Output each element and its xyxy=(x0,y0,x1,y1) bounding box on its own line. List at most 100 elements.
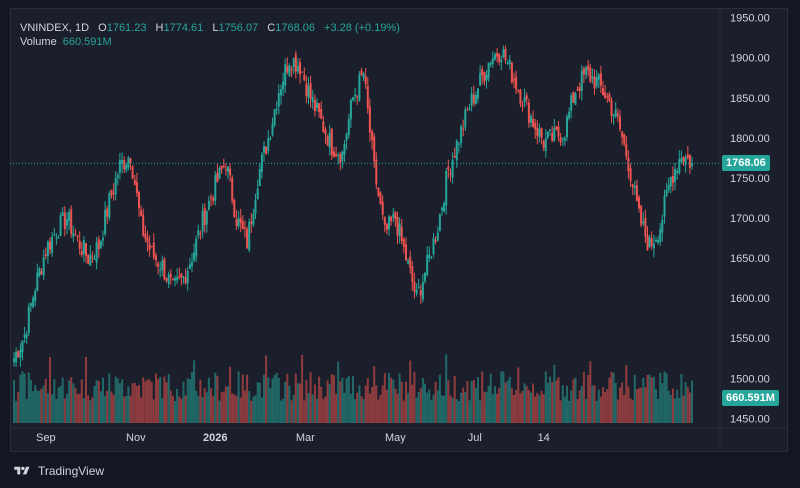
candle-body[interactable] xyxy=(405,244,407,261)
candle-body[interactable] xyxy=(504,49,507,61)
candle-body[interactable] xyxy=(127,157,130,168)
candle-body[interactable] xyxy=(25,334,28,338)
candle-body[interactable] xyxy=(650,238,653,246)
candle-body[interactable] xyxy=(496,53,499,57)
candle-body[interactable] xyxy=(430,257,433,259)
candle-body[interactable] xyxy=(91,256,94,258)
candle-body[interactable] xyxy=(364,76,367,84)
candle-body[interactable] xyxy=(163,258,166,280)
candle-body[interactable] xyxy=(398,223,401,236)
candle-body[interactable] xyxy=(659,229,662,243)
candle-body[interactable] xyxy=(468,108,471,110)
candle-body[interactable] xyxy=(341,151,344,161)
candle-body[interactable] xyxy=(676,171,679,174)
candle-body[interactable] xyxy=(557,126,560,137)
candle-body[interactable] xyxy=(574,93,577,105)
candle-body[interactable] xyxy=(146,238,149,243)
candle-body[interactable] xyxy=(335,153,338,157)
candle-body[interactable] xyxy=(568,111,571,119)
symbol-label[interactable]: VNINDEX, 1D xyxy=(20,22,90,34)
candle-body[interactable] xyxy=(519,90,522,104)
candle-body[interactable] xyxy=(354,94,357,97)
candle-body[interactable] xyxy=(258,169,261,186)
candle-body[interactable] xyxy=(383,217,386,225)
candle-body[interactable] xyxy=(188,264,191,269)
candle-body[interactable] xyxy=(508,59,511,64)
candle-body[interactable] xyxy=(674,169,676,182)
candle-body[interactable] xyxy=(193,252,196,261)
candle-body[interactable] xyxy=(602,88,604,96)
candle-body[interactable] xyxy=(638,197,640,209)
candle-body[interactable] xyxy=(652,243,655,249)
candle-body[interactable] xyxy=(457,143,460,145)
candle-body[interactable] xyxy=(491,58,494,64)
candle-body[interactable] xyxy=(426,255,429,275)
candle-body[interactable] xyxy=(260,154,263,173)
candle-body[interactable] xyxy=(248,221,251,251)
candle-body[interactable] xyxy=(553,127,556,141)
candle-body[interactable] xyxy=(438,214,441,231)
candle-body[interactable] xyxy=(591,76,594,79)
candle-body[interactable] xyxy=(235,219,238,226)
candle-body[interactable] xyxy=(275,109,278,111)
candle-body[interactable] xyxy=(616,113,619,117)
tradingview-brand[interactable]: TradingView xyxy=(38,464,105,478)
candle-body[interactable] xyxy=(214,174,217,201)
candle-body[interactable] xyxy=(227,166,229,173)
candle-body[interactable] xyxy=(267,138,270,151)
candle-body[interactable] xyxy=(640,205,643,225)
candle-body[interactable] xyxy=(157,263,160,267)
candle-body[interactable] xyxy=(229,168,232,176)
candle-body[interactable] xyxy=(286,66,289,73)
candle-body[interactable] xyxy=(93,258,96,260)
candle-body[interactable] xyxy=(29,303,32,306)
candle-body[interactable] xyxy=(373,136,376,162)
candle-body[interactable] xyxy=(218,168,221,179)
candle-body[interactable] xyxy=(536,127,539,136)
candle-body[interactable] xyxy=(470,93,473,106)
candle-body[interactable] xyxy=(53,234,56,236)
candle-body[interactable] xyxy=(256,188,259,199)
candle-body[interactable] xyxy=(339,154,342,163)
candle-body[interactable] xyxy=(510,62,513,83)
candle-body[interactable] xyxy=(462,128,465,130)
candle-body[interactable] xyxy=(485,74,488,81)
candle-body[interactable] xyxy=(231,177,234,201)
candle-body[interactable] xyxy=(500,59,503,63)
candle-body[interactable] xyxy=(631,184,634,187)
candle-body[interactable] xyxy=(152,242,155,258)
candle-body[interactable] xyxy=(443,203,446,212)
candle-body[interactable] xyxy=(402,238,405,247)
candle-body[interactable] xyxy=(89,254,92,266)
candle-body[interactable] xyxy=(167,274,170,284)
candle-body[interactable] xyxy=(445,170,448,206)
candle-body[interactable] xyxy=(32,297,35,308)
candle-body[interactable] xyxy=(78,240,81,249)
candle-body[interactable] xyxy=(40,271,43,274)
candle-body[interactable] xyxy=(455,140,458,161)
candle-body[interactable] xyxy=(434,240,437,242)
candle-body[interactable] xyxy=(347,119,350,135)
candle-body[interactable] xyxy=(318,103,321,113)
candle-body[interactable] xyxy=(15,352,18,363)
candle-body[interactable] xyxy=(684,157,687,165)
candle-body[interactable] xyxy=(479,72,482,86)
candle-body[interactable] xyxy=(131,166,134,179)
candle-body[interactable] xyxy=(542,140,545,148)
candle-body[interactable] xyxy=(593,76,596,89)
candle-body[interactable] xyxy=(305,83,308,96)
candle-body[interactable] xyxy=(17,351,20,358)
candle-body[interactable] xyxy=(85,243,87,256)
candle-body[interactable] xyxy=(648,237,651,247)
candle-body[interactable] xyxy=(604,92,607,99)
candle-body[interactable] xyxy=(239,218,242,224)
candle-body[interactable] xyxy=(19,349,22,358)
candle-body[interactable] xyxy=(121,160,124,164)
candle-body[interactable] xyxy=(428,254,431,258)
candle-body[interactable] xyxy=(396,216,399,236)
candle-body[interactable] xyxy=(424,273,426,282)
candle-body[interactable] xyxy=(186,270,189,284)
candle-body[interactable] xyxy=(74,234,77,236)
candle-body[interactable] xyxy=(180,273,183,278)
candle-body[interactable] xyxy=(303,74,306,81)
